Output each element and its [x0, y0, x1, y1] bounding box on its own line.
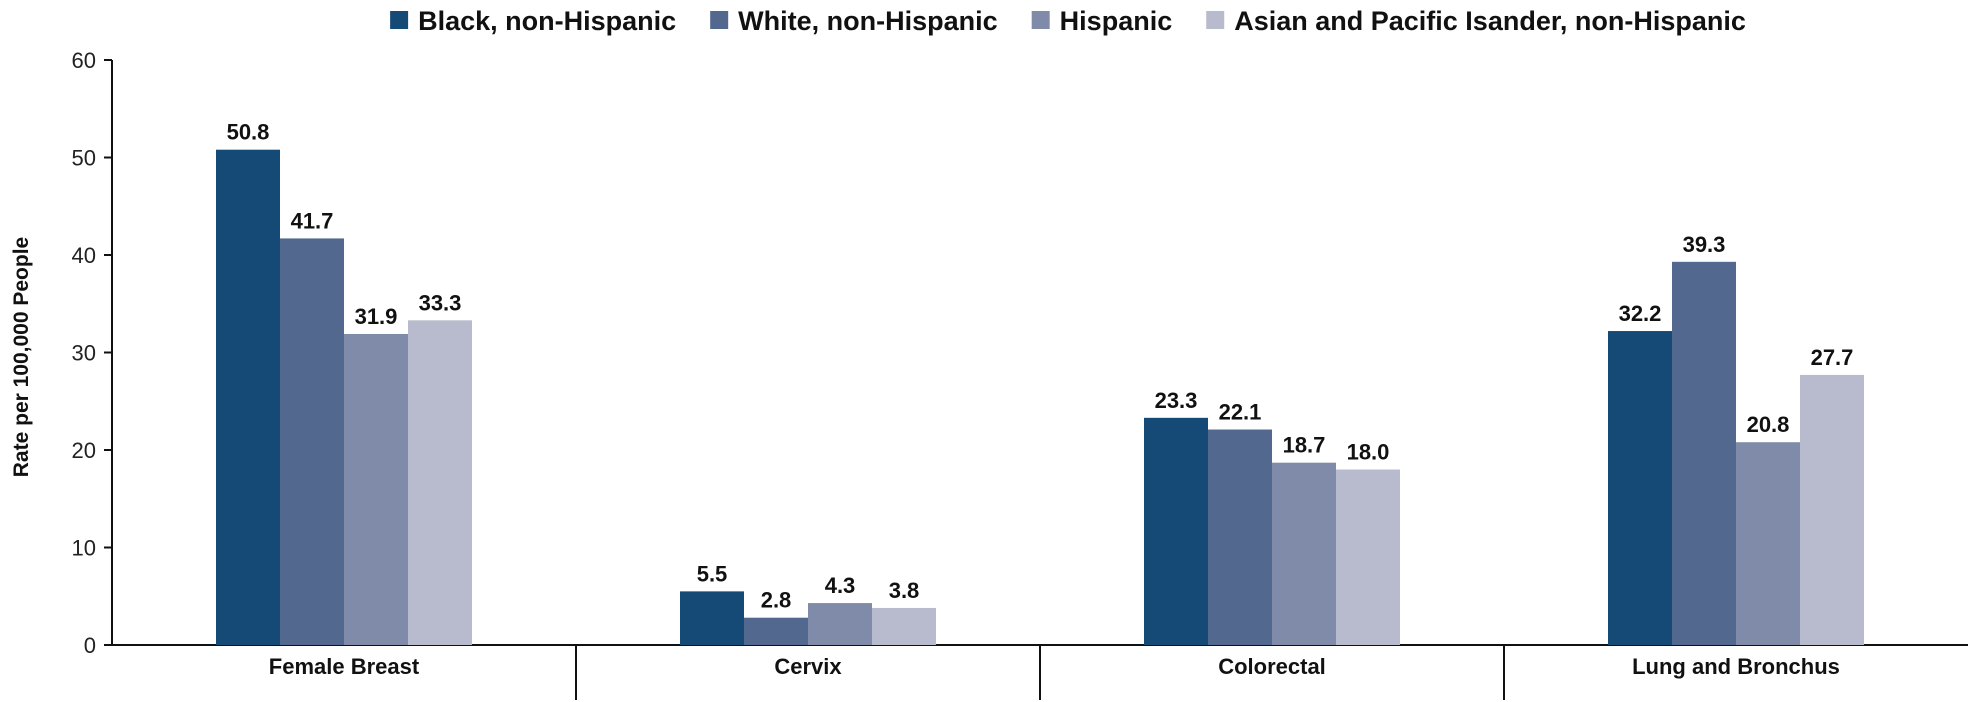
y-tick-label: 20 — [72, 438, 96, 463]
data-label: 41.7 — [291, 208, 334, 233]
y-tick-label: 40 — [72, 243, 96, 268]
legend-swatch — [1206, 11, 1225, 29]
bar — [1272, 462, 1336, 645]
y-tick-label: 0 — [84, 633, 96, 658]
legend-label: White, non-Hispanic — [738, 6, 998, 36]
legend: Black, non-Hispanic White, non-Hispanic Hi… — [390, 6, 1746, 36]
data-label: 2.8 — [761, 588, 792, 613]
bar — [1336, 469, 1400, 645]
legend-swatch — [1031, 11, 1050, 29]
legend-item: Black, non-Hispanic — [390, 6, 676, 36]
legend-swatch — [710, 11, 729, 29]
bar — [1800, 374, 1864, 645]
bar — [1672, 261, 1736, 645]
bar — [1208, 429, 1272, 645]
legend-item: Hispanic — [1031, 6, 1173, 36]
data-label: 22.1 — [1219, 400, 1262, 425]
bar — [744, 617, 808, 645]
bar — [1736, 442, 1800, 645]
data-label: 5.5 — [697, 561, 728, 586]
legend-swatch — [390, 11, 409, 29]
data-label: 33.3 — [419, 290, 462, 315]
data-label: 4.3 — [825, 573, 856, 598]
y-axis-label: Rate per 100,000 People — [10, 237, 33, 477]
data-label: 39.3 — [1683, 232, 1726, 257]
data-label: 18.0 — [1347, 440, 1390, 465]
legend-item: White, non-Hispanic — [710, 6, 998, 36]
bar — [408, 320, 472, 645]
x-tick-label: Female Breast — [269, 654, 420, 679]
y-tick-label: 30 — [72, 341, 96, 366]
legend-item: Asian and Pacific Isander, non-Hispanic — [1206, 6, 1746, 36]
bar — [1608, 331, 1672, 645]
bar — [280, 238, 344, 646]
data-label: 27.7 — [1811, 345, 1854, 370]
y-tick-label: 10 — [72, 536, 96, 561]
x-tick-label: Cervix — [774, 654, 842, 679]
legend-label: Hispanic — [1060, 6, 1173, 36]
x-tick-label: Lung and Bronchus — [1632, 654, 1840, 679]
bar — [872, 607, 936, 645]
bars — [216, 149, 1864, 646]
legend-label: Asian and Pacific Isander, non-Hispanic — [1234, 6, 1746, 36]
data-label: 50.8 — [227, 120, 270, 145]
legend-label: Black, non-Hispanic — [418, 6, 676, 36]
data-label: 32.2 — [1619, 301, 1662, 326]
data-labels: 50.8 5.5 23.3 32.2 41.7 2.8 22.1 39.3 31.9 4.3 18.… — [227, 120, 1854, 613]
data-label: 23.3 — [1155, 388, 1198, 413]
bar — [808, 603, 872, 645]
x-axis: Female Breast Cervix Colorectal Lung and Br… — [112, 644, 1968, 700]
data-label: 3.8 — [889, 578, 920, 603]
y-tick-label: 60 — [72, 48, 96, 73]
data-label: 20.8 — [1747, 412, 1790, 437]
bar — [1144, 417, 1208, 645]
y-axis: 0 10 20 30 40 50 60 — [72, 48, 113, 658]
bar — [216, 149, 280, 645]
y-tick-label: 50 — [72, 146, 96, 171]
x-tick-label: Colorectal — [1218, 654, 1326, 679]
bar — [680, 591, 744, 645]
data-label: 18.7 — [1283, 433, 1326, 458]
data-label: 31.9 — [355, 304, 398, 329]
bar — [344, 333, 408, 645]
